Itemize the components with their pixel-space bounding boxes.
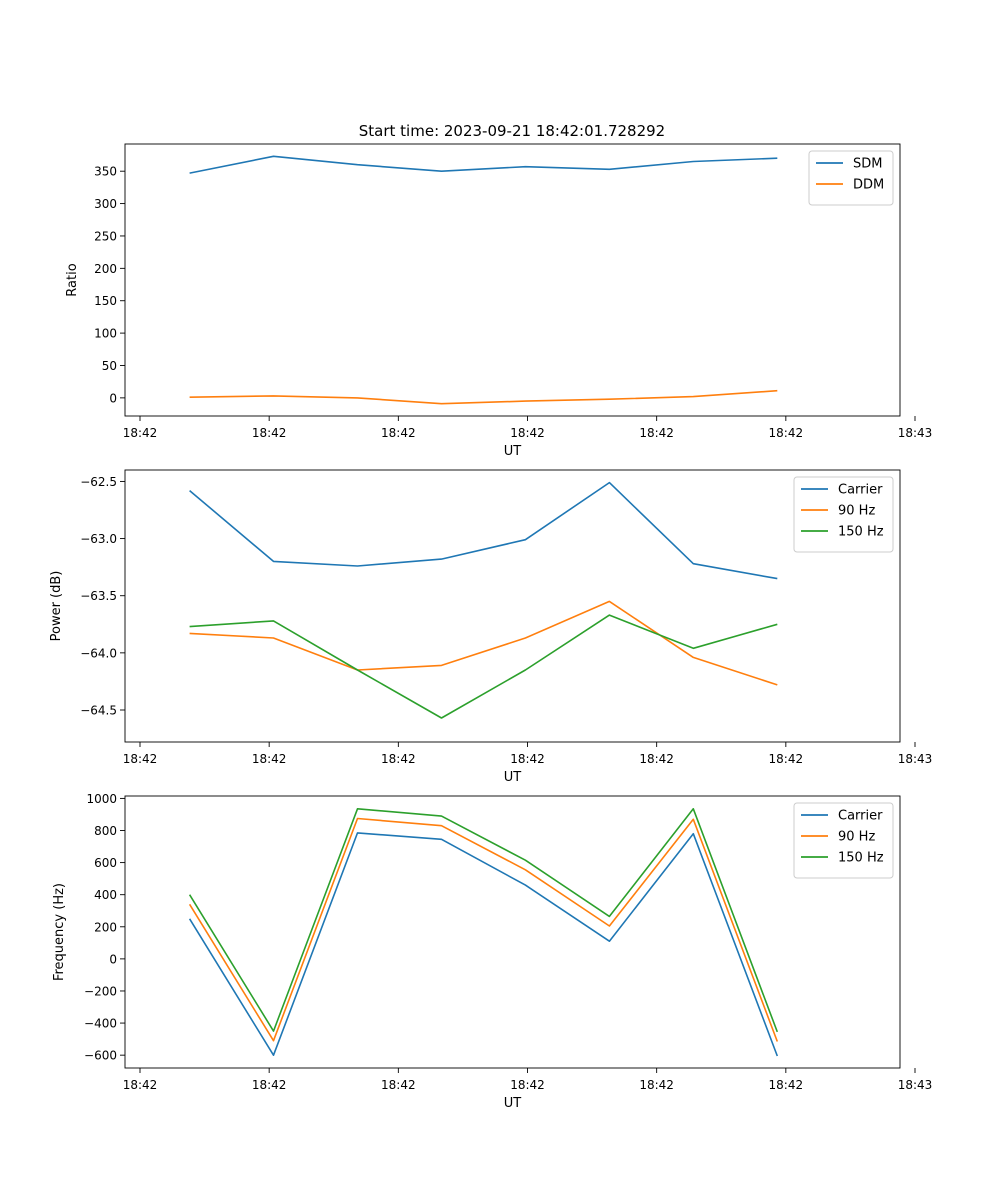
series-line-carrier [188,832,779,1057]
y-tick-label: 0 [109,952,117,966]
y-tick-label: 150 [94,294,117,308]
chart-panel-3: 18:42 18:42 18:42 18:42 18:42 18:42 18:43 −600 −… [52,792,932,1111]
y-tick-label: 100 [94,327,117,341]
x-tick-label: 18:42 [252,426,287,440]
y-tick-label: −62.5 [80,475,117,489]
x-tick-label: 18:42 [769,1078,804,1092]
x-tick-label: 18:42 [639,752,674,766]
y-tick-label: 250 [94,229,117,243]
x-tick-label: 18:43 [898,752,933,766]
x-tick-label: 18:42 [510,1078,545,1092]
y-axis-label: Power (dB) [49,571,64,642]
x-tick-label: 18:42 [769,752,804,766]
series-line-150-hz [188,807,779,1033]
y-tick-label: 1000 [86,792,117,806]
x-tick-label: 18:42 [123,752,158,766]
axes-frame [124,143,901,417]
x-tick-label: 18:42 [639,426,674,440]
x-tick-label: 18:42 [252,1078,287,1092]
y-axis-label: Frequency (Hz) [52,883,67,981]
legend-label: 150 Hz [838,851,884,866]
figure-title: Start time: 2023-09-21 18:42:01.728292 [359,122,665,140]
y-tick-label: 0 [109,391,117,405]
y-tick-label: −63.0 [80,532,117,546]
x-tick-label: 18:43 [898,426,933,440]
chart-panel-1: 18:42 18:42 18:42 18:42 18:42 18:42 18:43 0 50 10… [65,143,933,459]
panels: 18:42 18:42 18:42 18:42 18:42 18:42 18:43 0 50 10… [49,143,933,1111]
legend: Carrier 90 Hz 150 Hz [793,476,894,553]
legend-box [808,150,894,206]
y-tick-label: −400 [84,1017,117,1031]
x-tick-label: 18:42 [123,426,158,440]
y-tick-label: −600 [84,1049,117,1063]
x-axis-label: UT [504,444,522,459]
legend: SDM DDM [808,150,894,206]
legend-label: 150 Hz [838,525,884,540]
legend-box [793,802,894,879]
x-tick-label: 18:42 [769,426,804,440]
series-line-carrier [189,481,778,580]
x-tick-label: 18:43 [898,1078,933,1092]
x-axis-label: UT [504,770,522,785]
y-tick-label: −64.0 [80,646,117,660]
x-tick-label: 18:42 [381,752,416,766]
legend-label: Carrier [838,809,883,824]
y-tick-label: 800 [94,824,117,838]
y-tick-label: 400 [94,888,117,902]
x-axis-label: UT [504,1096,522,1111]
y-tick-label: 200 [94,262,117,276]
legend-box [793,476,894,553]
legend-label: SDM [853,157,882,172]
series-line-90-hz [189,600,778,686]
x-tick-label: 18:42 [252,752,287,766]
x-tick-label: 18:42 [123,1078,158,1092]
y-tick-label: 600 [94,856,117,870]
y-tick-label: −200 [84,984,117,998]
x-tick-label: 18:42 [381,426,416,440]
legend-label: 90 Hz [838,830,875,845]
chart-panel-2: 18:42 18:42 18:42 18:42 18:42 18:42 18:43 −62.5… [49,469,933,785]
legend-label: Carrier [838,483,883,498]
x-tick-label: 18:42 [381,1078,416,1092]
y-tick-label: −63.5 [80,589,117,603]
x-tick-label: 18:42 [639,1078,674,1092]
y-tick-label: −64.5 [80,704,117,718]
legend-label: DDM [853,178,884,193]
legend-label: 90 Hz [838,504,875,519]
series-line-90-hz [188,817,779,1042]
series-line-ddm [189,389,778,405]
y-tick-label: 350 [94,165,117,179]
x-tick-label: 18:42 [510,426,545,440]
y-tick-label: 200 [94,920,117,934]
x-tick-label: 18:42 [510,752,545,766]
series-line-150-hz [189,614,778,719]
y-axis-label: Ratio [65,263,80,296]
axes-frame [124,795,901,1069]
y-tick-label: 50 [102,359,117,373]
series-line-sdm [189,155,778,174]
axes-frame [124,469,901,743]
legend: Carrier 90 Hz 150 Hz [793,802,894,879]
y-tick-label: 300 [94,197,117,211]
